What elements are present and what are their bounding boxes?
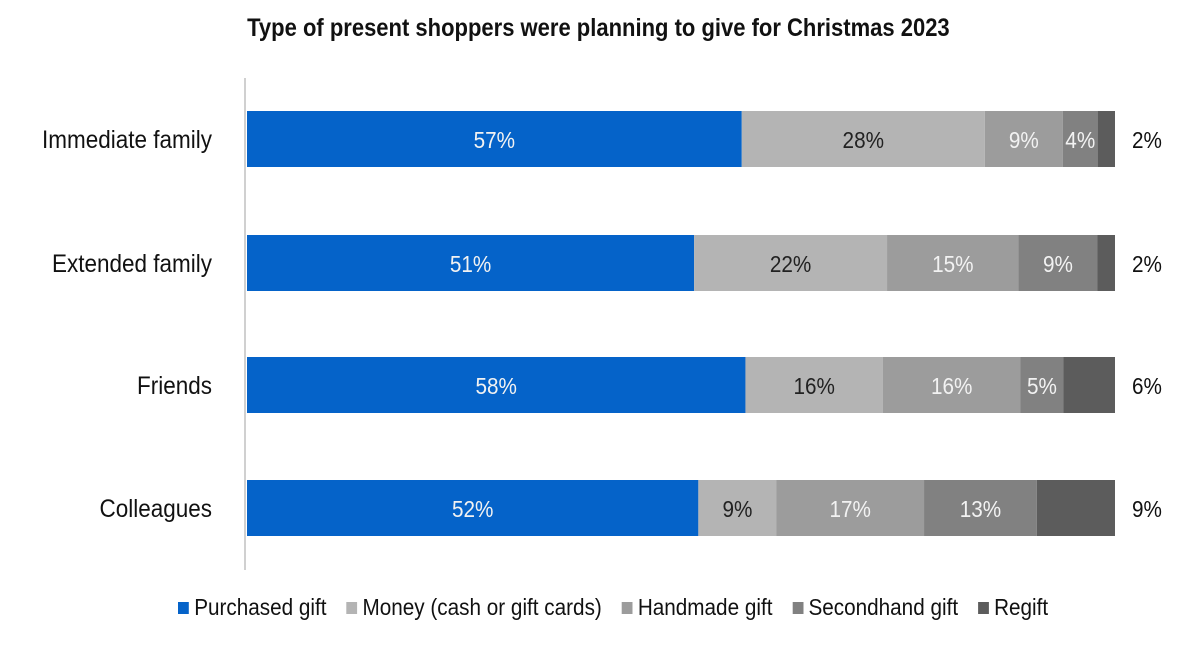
data-label: 6% [1132,373,1162,399]
category-label: Friends [137,372,212,400]
bar-segment-handmade-gift [776,480,925,536]
legend-label: Money (cash or gift cards) [362,594,602,620]
bar-segment-purchased-gift [247,235,695,291]
bar-segment-money-cash-or-gift-cards [694,235,888,291]
bar-segment-money-cash-or-gift-cards [745,357,883,413]
data-label: 15% [932,251,973,277]
bar-segment-regift [1097,111,1115,167]
category-label: Extended family [52,250,212,278]
legend-swatch [792,601,804,614]
bar-segment-purchased-gift [247,111,742,167]
data-label: 17% [830,496,871,522]
data-label: 9% [1132,496,1162,522]
legend-item: Secondhand gift [792,594,958,621]
data-label: 4% [1065,127,1095,153]
data-label: 22% [770,251,811,277]
data-label: 16% [931,373,972,399]
data-label: 52% [452,496,493,522]
bar-segment-money-cash-or-gift-cards [741,111,985,167]
chart-title: Type of present shoppers were planning t… [247,14,950,42]
bar-segment-regift [1036,480,1115,536]
bar-segment-handmade-gift [984,111,1063,167]
data-label: 13% [960,496,1001,522]
bar-segment-regift [1097,235,1115,291]
legend-swatch [178,601,189,614]
bar-segment-secondhand-gift [924,480,1037,536]
bar-segment-purchased-gift [247,480,699,536]
data-label: 58% [476,373,517,399]
legend-label: Regift [994,594,1049,620]
legend-swatch [977,601,989,614]
legend-label: Handmade gift [637,594,773,620]
bar-segment-purchased-gift [247,357,746,413]
legend: Purchased gift Money (cash or gift cards)… [178,594,1048,621]
data-label: 9% [1043,251,1073,277]
bar-segment-money-cash-or-gift-cards [698,480,777,536]
legend-swatch [346,601,358,614]
data-label: 9% [722,496,752,522]
data-label: 16% [793,373,834,399]
bar-segment-secondhand-gift [1020,357,1064,413]
legend-item: Money (cash or gift cards) [346,594,602,621]
category-label: Immediate family [42,126,212,154]
legend-label: Secondhand gift [808,594,959,620]
legend-item: Purchased gift [178,594,327,621]
data-label: 2% [1132,127,1162,153]
legend-item: Handmade gift [621,594,773,621]
bar-segment-secondhand-gift [1062,111,1098,167]
category-label: Colleagues [99,495,212,523]
legend-swatch [621,601,633,614]
data-label: 28% [843,127,884,153]
legend-label: Purchased gift [194,594,327,620]
data-label: 5% [1027,373,1057,399]
bar-segment-regift [1063,357,1115,413]
bar-segment-handmade-gift [887,235,1019,291]
bar-segment-handmade-gift [882,357,1021,413]
data-label: 57% [474,127,515,153]
data-label: 51% [450,251,491,277]
data-label: 9% [1009,127,1039,153]
data-label: 2% [1132,251,1162,277]
legend-item: Regift [977,594,1049,621]
bar-segment-secondhand-gift [1018,235,1098,291]
